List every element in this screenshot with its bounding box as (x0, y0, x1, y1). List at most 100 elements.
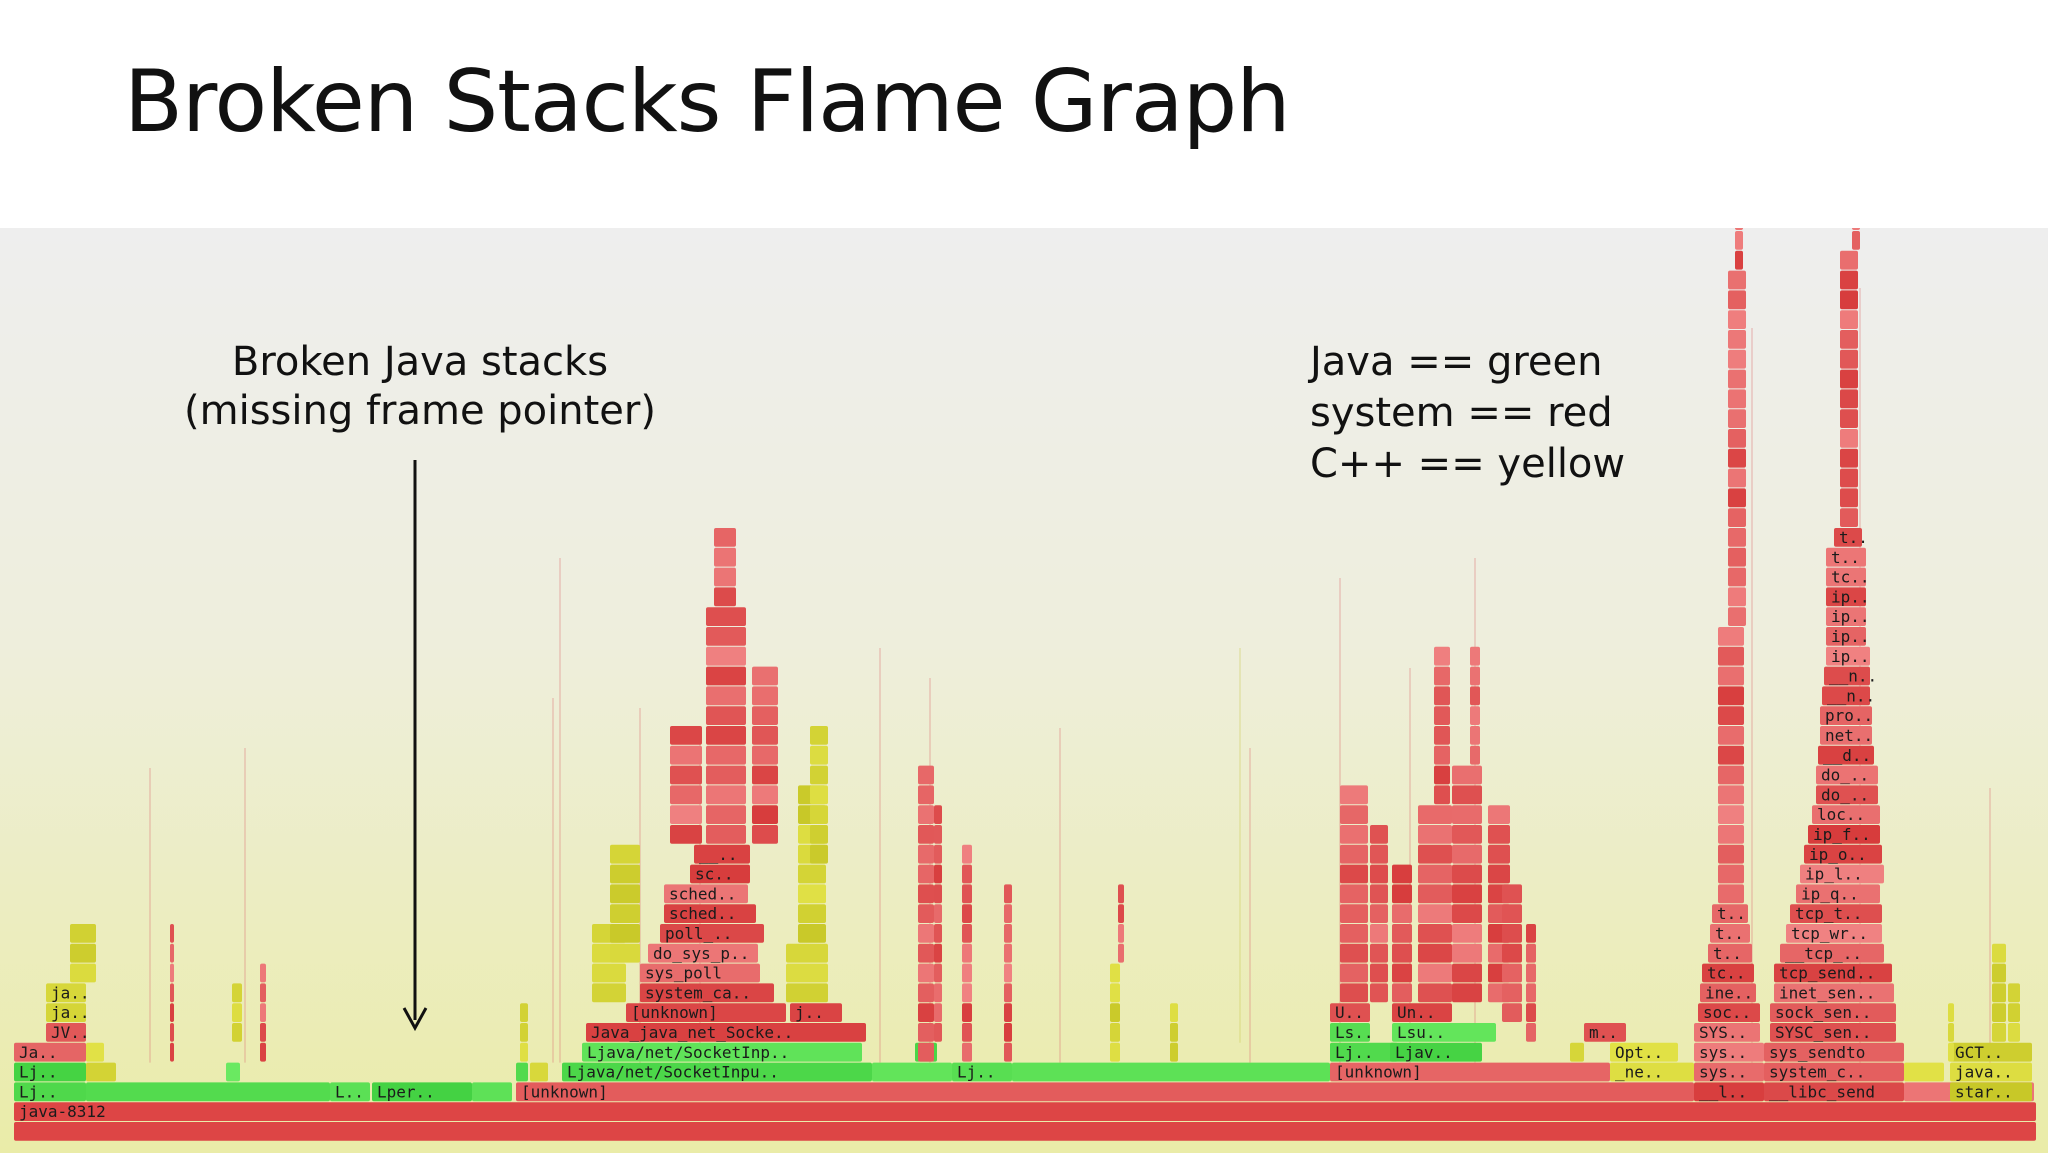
thin-frame[interactable] (2008, 983, 2020, 1003)
thin-frame[interactable] (706, 745, 746, 765)
frame-62[interactable]: t.. (1710, 924, 1750, 943)
thin-frame[interactable] (918, 884, 934, 904)
thin-frame[interactable] (918, 1003, 934, 1022)
frame-78[interactable]: __n.. (1822, 686, 1875, 705)
thin-frame[interactable] (1004, 1003, 1012, 1022)
thin-frame[interactable] (810, 805, 828, 824)
frame-3[interactable]: Lper.. (372, 1082, 472, 1101)
thin-frame[interactable] (714, 528, 736, 547)
thin-frame[interactable] (1418, 943, 1452, 963)
thin-frame[interactable] (752, 686, 778, 706)
thin-frame[interactable] (1370, 844, 1388, 864)
thin-frame[interactable] (1948, 1023, 1954, 1042)
thin-frame[interactable] (70, 924, 96, 943)
thin-frame[interactable] (934, 884, 942, 904)
thin-frame[interactable] (918, 943, 934, 963)
thin-frame[interactable] (1340, 844, 1368, 864)
thin-frame[interactable] (1392, 943, 1412, 963)
thin-frame[interactable] (1728, 448, 1746, 468)
thin-frame[interactable] (1418, 924, 1452, 943)
thin-frame[interactable] (1718, 785, 1744, 805)
thin-frame[interactable] (1992, 1003, 2006, 1022)
thin-frame[interactable] (918, 785, 934, 805)
frame-43[interactable]: [unknown] (626, 1003, 786, 1022)
thin-frame[interactable] (1718, 745, 1744, 765)
thin-frame[interactable] (962, 963, 972, 983)
frame-20[interactable]: sys.. (1694, 1062, 1764, 1082)
frame-68[interactable]: ip_q.. (1796, 884, 1880, 903)
thin-frame[interactable] (1728, 567, 1746, 587)
thin-frame[interactable] (962, 1003, 972, 1022)
thin-frame[interactable] (798, 884, 826, 904)
thin-frame[interactable] (610, 864, 640, 884)
thin-frame[interactable] (1718, 884, 1744, 904)
frame-30[interactable] (1570, 1042, 1584, 1062)
frame-8[interactable]: star.. (1950, 1082, 2032, 1101)
frame-80[interactable]: ip.. (1826, 646, 1870, 666)
thin-frame[interactable] (1434, 726, 1450, 745)
frame-86[interactable]: t.. (1834, 528, 1868, 547)
thin-frame[interactable] (1728, 528, 1746, 547)
thin-frame[interactable] (610, 884, 640, 904)
thin-frame[interactable] (170, 943, 174, 963)
thin-frame[interactable] (1718, 666, 1744, 686)
thin-frame[interactable] (1434, 666, 1450, 686)
thin-frame[interactable] (2008, 1023, 2020, 1042)
thin-frame[interactable] (1340, 943, 1368, 963)
thin-frame[interactable] (1526, 1023, 1536, 1042)
thin-frame[interactable] (1840, 270, 1858, 290)
thin-frame[interactable] (1418, 844, 1452, 864)
thin-frame[interactable] (1392, 963, 1412, 983)
thin-frame[interactable] (1728, 409, 1746, 428)
thin-frame[interactable] (706, 726, 746, 745)
thin-frame[interactable] (752, 805, 778, 824)
frame-40[interactable]: SYS.. (1694, 1023, 1760, 1042)
thin-frame[interactable] (1434, 646, 1450, 666)
thin-frame[interactable] (1728, 429, 1746, 448)
frame-9[interactable]: Lj.. (14, 1062, 86, 1082)
frame-6[interactable]: __libc_send (1764, 1082, 1904, 1101)
thin-frame[interactable] (1370, 825, 1388, 844)
thin-frame[interactable] (918, 864, 934, 884)
thin-frame[interactable] (1728, 349, 1746, 369)
thin-frame[interactable] (934, 943, 942, 963)
frame-84[interactable]: tc.. (1826, 567, 1870, 587)
thin-frame[interactable] (1840, 310, 1858, 329)
thin-frame[interactable] (1118, 924, 1124, 943)
thin-frame[interactable] (610, 844, 640, 864)
thin-frame[interactable] (1840, 468, 1858, 488)
thin-frame[interactable] (934, 1023, 942, 1042)
thin-frame[interactable] (706, 785, 746, 805)
thin-frame[interactable] (1728, 270, 1746, 290)
frame-35[interactable]: JV.. (46, 1023, 90, 1042)
frame-16[interactable]: Lj.. (952, 1062, 1012, 1082)
thin-frame[interactable] (232, 983, 242, 1003)
frame-77[interactable]: pro.. (1820, 706, 1873, 725)
thin-frame[interactable] (1418, 805, 1452, 824)
thin-frame[interactable] (1735, 228, 1743, 230)
frame-31[interactable]: Opt.. (1610, 1042, 1678, 1062)
thin-frame[interactable] (1340, 785, 1368, 805)
thin-frame[interactable] (706, 666, 746, 686)
thin-frame[interactable] (1992, 1023, 2006, 1042)
frame-36[interactable]: Java_java_net_Socke.. (586, 1023, 866, 1042)
thin-frame[interactable] (670, 805, 702, 824)
thin-frame[interactable] (1434, 745, 1450, 765)
thin-frame[interactable] (962, 844, 972, 864)
thin-frame[interactable] (1340, 864, 1368, 884)
thin-frame[interactable] (1370, 884, 1388, 904)
thin-frame[interactable] (1728, 310, 1746, 329)
thin-frame[interactable] (592, 963, 626, 983)
thin-frame[interactable] (170, 1023, 174, 1042)
thin-frame[interactable] (1392, 864, 1412, 884)
thin-frame[interactable] (1392, 884, 1412, 904)
thin-frame[interactable] (1470, 706, 1480, 725)
thin-frame[interactable] (1370, 983, 1388, 1003)
thin-frame[interactable] (260, 1042, 266, 1062)
thin-frame[interactable] (1992, 943, 2006, 963)
frame-75[interactable]: __d.. (1818, 745, 1874, 765)
thin-frame[interactable] (1502, 884, 1522, 904)
frame-26[interactable]: Ljava/net/SocketInp.. (582, 1042, 862, 1062)
thin-frame[interactable] (1118, 904, 1124, 923)
thin-frame[interactable] (1004, 1023, 1012, 1042)
